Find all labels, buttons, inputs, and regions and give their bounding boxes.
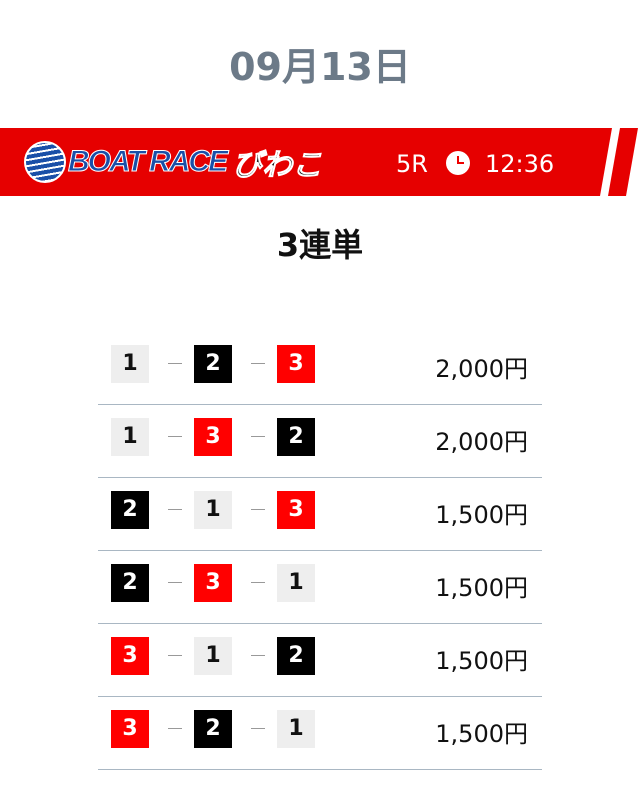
boat-number-1: 1 (277, 564, 315, 602)
separator-dash (251, 363, 265, 364)
globe-icon (24, 141, 66, 183)
result-row: 1 3 2 2,000円 (98, 404, 542, 478)
boat-number-1: 1 (194, 637, 232, 675)
separator-dash (168, 728, 182, 729)
boat-number-2: 2 (194, 345, 232, 383)
boat-number-3: 3 (111, 637, 149, 675)
boat-number-3: 3 (111, 710, 149, 748)
boat-number-2: 2 (277, 418, 315, 456)
separator-dash (251, 582, 265, 583)
result-row: 3 1 2 1,500円 (98, 623, 542, 697)
boat-number-1: 1 (111, 345, 149, 383)
boat-number-1: 1 (194, 491, 232, 529)
boat-number-2: 2 (111, 564, 149, 602)
separator-dash (168, 509, 182, 510)
boatrace-biwako-logo: BOAT RACE びわこ (24, 141, 323, 184)
boat-number-2: 2 (194, 710, 232, 748)
date-title: 09月13日 (229, 45, 411, 89)
payout-price: 1,500円 (435, 720, 528, 748)
bet-type-title: 3連単 (276, 226, 364, 264)
boat-number-3: 3 (277, 345, 315, 383)
separator-dash (251, 655, 265, 656)
separator-dash (251, 509, 265, 510)
payout-price: 2,000円 (435, 428, 528, 456)
boat-number-3: 3 (194, 418, 232, 456)
boat-number-1: 1 (111, 418, 149, 456)
boat-number-3: 3 (277, 491, 315, 529)
boat-number-2: 2 (111, 491, 149, 529)
separator-dash (251, 728, 265, 729)
separator-dash (251, 436, 265, 437)
result-row: 2 1 3 1,500円 (98, 477, 542, 551)
separator-dash (168, 363, 182, 364)
boat-number-1: 1 (277, 710, 315, 748)
payout-price: 2,000円 (435, 355, 528, 383)
result-row: 2 3 1 1,500円 (98, 550, 542, 624)
race-banner (0, 128, 640, 196)
separator-dash (168, 436, 182, 437)
clock-icon (446, 151, 470, 175)
separator-dash (168, 582, 182, 583)
race-time: 12:36 (485, 150, 555, 178)
result-row: 1 2 3 2,000円 (98, 331, 542, 405)
separator-dash (168, 655, 182, 656)
result-row: 3 2 1 1,500円 (98, 696, 542, 770)
boat-number-3: 3 (194, 564, 232, 602)
payout-price: 1,500円 (435, 501, 528, 529)
race-number: 5R (396, 150, 428, 178)
boat-number-2: 2 (277, 637, 315, 675)
payout-price: 1,500円 (435, 574, 528, 602)
payout-price: 1,500円 (435, 647, 528, 675)
